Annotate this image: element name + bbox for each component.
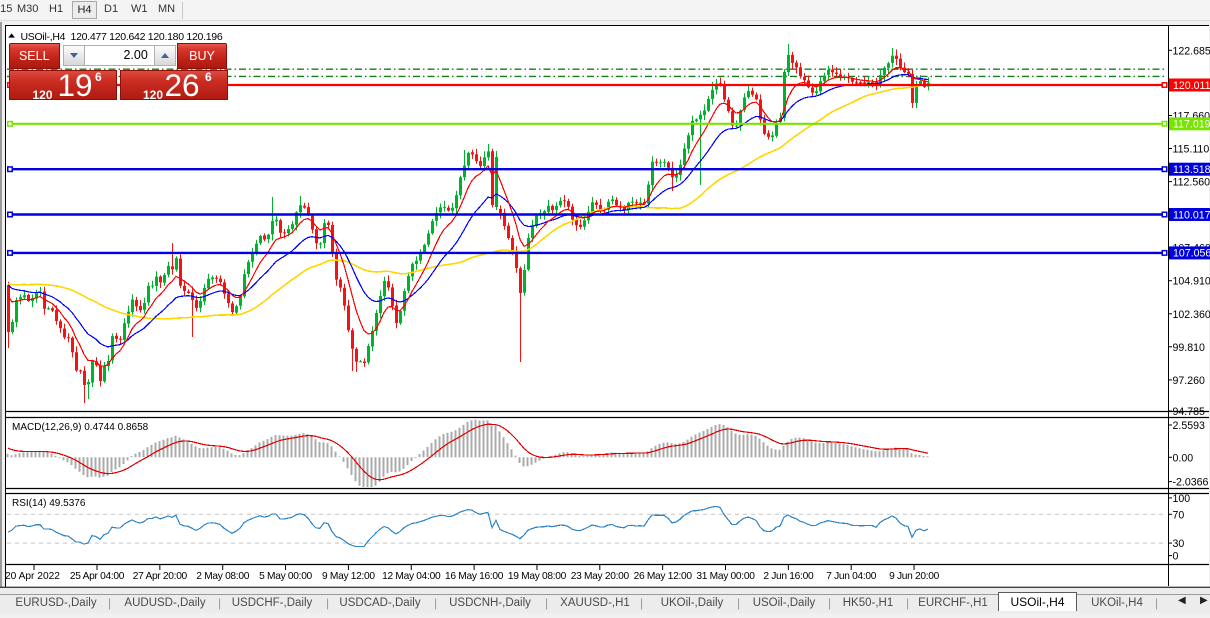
svg-text:23 May 20:00: 23 May 20:00 <box>571 571 630 582</box>
svg-text:9 Jun 20:00: 9 Jun 20:00 <box>889 571 940 582</box>
svg-text:115.110: 115.110 <box>1173 144 1210 156</box>
svg-text:30: 30 <box>1173 538 1185 550</box>
svg-text:9 May 12:00: 9 May 12:00 <box>322 571 375 582</box>
svg-text:26 May 12:00: 26 May 12:00 <box>634 571 693 582</box>
svg-text:20 Apr 2022: 20 Apr 2022 <box>5 571 60 582</box>
svg-text:5 May 00:00: 5 May 00:00 <box>259 571 312 582</box>
svg-text:12 May 04:00: 12 May 04:00 <box>382 571 441 582</box>
svg-text:0.00: 0.00 <box>1173 452 1194 464</box>
svg-text:19 May 08:00: 19 May 08:00 <box>508 571 567 582</box>
svg-text:107.056: 107.056 <box>1173 248 1210 260</box>
svg-text:70: 70 <box>1173 509 1185 521</box>
svg-text:RSI(14) 49.5376: RSI(14) 49.5376 <box>12 498 86 509</box>
svg-text:31 May 00:00: 31 May 00:00 <box>696 571 755 582</box>
svg-text:97.260: 97.260 <box>1173 375 1206 387</box>
svg-text:99.810: 99.810 <box>1173 342 1206 354</box>
svg-text:2 Jun 16:00: 2 Jun 16:00 <box>763 571 814 582</box>
svg-text:110.017: 110.017 <box>1173 209 1210 221</box>
svg-text:27 Apr 20:00: 27 Apr 20:00 <box>133 571 188 582</box>
svg-text:-2.0366: -2.0366 <box>1173 477 1209 489</box>
svg-text:7 Jun 04:00: 7 Jun 04:00 <box>826 571 877 582</box>
svg-text:16 May 16:00: 16 May 16:00 <box>445 571 504 582</box>
svg-text:117.019: 117.019 <box>1173 119 1210 131</box>
svg-text:USOil-,H4 120.477 120.642 120: USOil-,H4 120.477 120.642 120.180 120.19… <box>21 31 223 43</box>
svg-text:113.518: 113.518 <box>1173 164 1210 176</box>
svg-text:2.5593: 2.5593 <box>1173 420 1206 432</box>
svg-text:25 Apr 04:00: 25 Apr 04:00 <box>70 571 125 582</box>
svg-text:112.560: 112.560 <box>1173 177 1210 189</box>
svg-text:104.910: 104.910 <box>1173 276 1210 288</box>
svg-text:2 May 08:00: 2 May 08:00 <box>196 571 249 582</box>
svg-text:122.685: 122.685 <box>1173 45 1210 57</box>
svg-text:102.360: 102.360 <box>1173 309 1210 321</box>
svg-text:94.785: 94.785 <box>1173 406 1206 418</box>
svg-text:100: 100 <box>1173 493 1191 505</box>
svg-text:0: 0 <box>1173 551 1179 563</box>
svg-text:MACD(12,26,9) 0.4744 0.8658: MACD(12,26,9) 0.4744 0.8658 <box>12 422 149 433</box>
svg-text:120.011: 120.011 <box>1173 80 1210 92</box>
